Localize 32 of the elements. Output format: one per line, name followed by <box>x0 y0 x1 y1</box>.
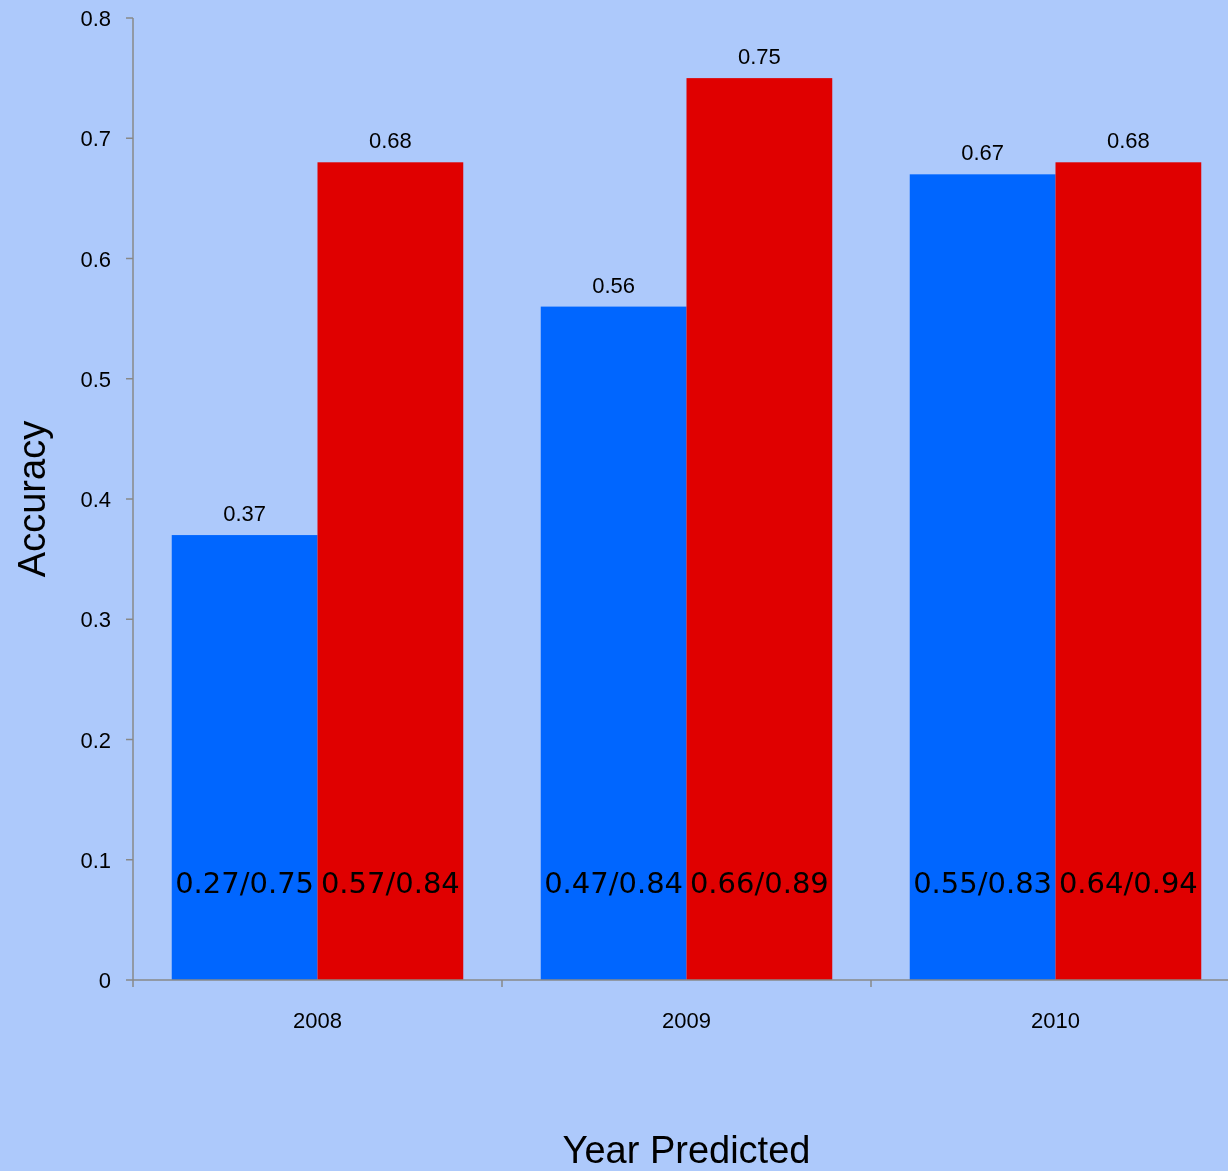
y-tick-label: 0.2 <box>80 727 111 753</box>
data-label: 0.75 <box>737 44 781 70</box>
annotation: 0.47/0.84 <box>544 866 684 900</box>
y-tick-label: 0.7 <box>80 126 111 152</box>
y-tick-label: 0.5 <box>80 366 111 392</box>
bar <box>909 174 1056 980</box>
annotation: 0.57/0.84 <box>320 866 460 900</box>
data-label: 0.67 <box>961 140 1005 166</box>
annotation: 0.27/0.75 <box>175 866 315 900</box>
y-tick-label: 0.1 <box>80 847 111 873</box>
data-label: 0.56 <box>592 272 636 298</box>
bar <box>171 535 318 980</box>
bar <box>1055 162 1202 980</box>
annotation: 0.66/0.89 <box>689 866 829 900</box>
x-axis-title: Year Predicted <box>562 1129 811 1171</box>
bar <box>540 306 687 980</box>
y-axis-title: Accuracy <box>11 420 53 578</box>
data-label: 0.68 <box>1106 128 1150 154</box>
y-tick-label: 0.3 <box>80 607 111 633</box>
y-tick-label: 0.6 <box>80 246 111 272</box>
bar <box>317 162 464 980</box>
y-tick-label: 0.8 <box>80 6 111 31</box>
annotation: 0.55/0.83 <box>913 866 1053 900</box>
x-tick-label: 2008 <box>293 1008 342 1033</box>
y-tick-label: 0 <box>98 968 111 993</box>
y-tick-label: 0.4 <box>80 487 111 512</box>
annotation: 0.64/0.94 <box>1058 866 1198 900</box>
data-label: 0.68 <box>368 128 412 154</box>
x-tick-label: 2009 <box>662 1008 711 1033</box>
bar <box>686 78 833 980</box>
data-label: 0.37 <box>223 501 267 527</box>
x-tick-label: 2010 <box>1031 1008 1080 1033</box>
